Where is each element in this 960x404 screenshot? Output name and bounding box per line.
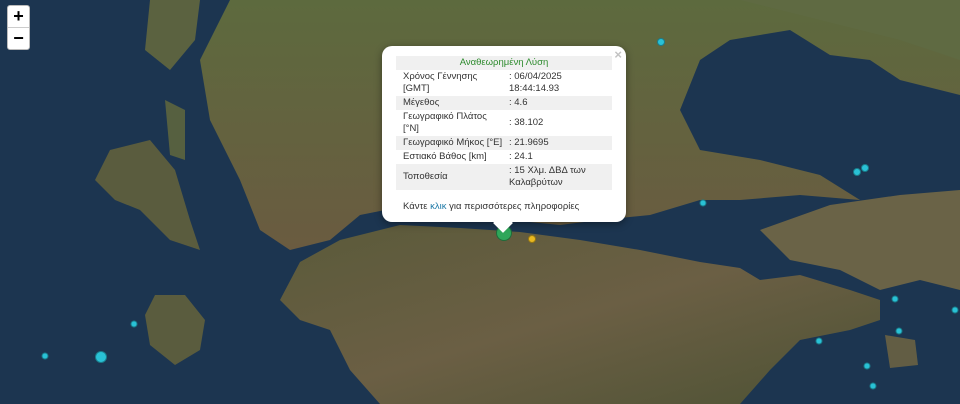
zoom-control: + − — [7, 5, 30, 50]
field-value: : 4.6 — [506, 96, 612, 110]
earthquake-marker[interactable] — [815, 337, 823, 345]
earthquake-marker[interactable] — [951, 306, 959, 314]
field-label: Μέγεθος — [396, 96, 506, 110]
popup-header: Αναθεωρημένη Λύση — [396, 56, 612, 70]
more-suffix: για περισσότερες πληροφορίες — [446, 201, 580, 212]
peloponnese — [280, 225, 880, 404]
table-row: Χρόνος Γέννησης [GMT] : 06/04/2025 18:44:… — [396, 70, 612, 96]
more-info-link[interactable]: κλικ — [430, 201, 447, 212]
zakynthos — [145, 295, 205, 365]
field-label: Γεωγραφικό Πλάτος [°N] — [403, 111, 487, 134]
ithaca — [165, 100, 185, 160]
table-row: Τοποθεσία: 15 Χλμ. ΔΒΔ των Καλαβρύτων — [396, 164, 612, 190]
more-prefix: Κάντε — [403, 201, 431, 212]
field-value: : 24.1 — [509, 151, 533, 162]
field-value: : 15 Χλμ. ΔΒΔ των Καλαβρύτων — [506, 164, 612, 190]
field-value: : 21.9695 — [506, 136, 612, 150]
earthquake-marker[interactable] — [657, 38, 665, 46]
earthquake-marker[interactable] — [869, 382, 877, 390]
earthquake-marker[interactable] — [863, 362, 871, 370]
lefkada — [145, 0, 200, 70]
earthquake-marker[interactable] — [95, 351, 107, 363]
field-label: Εστιακό Βάθος [km] — [403, 151, 487, 162]
more-info-text: Κάντε κλικ για περισσότερες πληροφορίες — [403, 201, 579, 212]
zoom-out-button[interactable]: − — [8, 27, 29, 49]
event-details-table: Αναθεωρημένη Λύση Χρόνος Γέννησης [GMT]:… — [396, 56, 612, 190]
euboea — [740, 0, 960, 60]
attica — [760, 190, 960, 290]
close-icon[interactable]: × — [614, 47, 622, 62]
earthquake-marker[interactable] — [891, 295, 899, 303]
earthquake-marker[interactable] — [895, 327, 903, 335]
table-row: Γεωγραφικό Μήκος [°E]: 21.9695 — [396, 136, 612, 150]
earthquake-marker[interactable] — [41, 352, 49, 360]
earthquake-marker[interactable] — [699, 199, 707, 207]
table-row: Γεωγραφικό Πλάτος [°N] : 38.102 — [396, 110, 612, 136]
field-label: Χρόνος Γέννησης [GMT] — [403, 71, 478, 94]
earthquake-marker[interactable] — [528, 235, 536, 243]
table-row: Μέγεθος: 4.6 — [396, 96, 612, 110]
field-value: : 06/04/2025 18:44:14.93 — [509, 71, 562, 94]
earthquake-marker[interactable] — [861, 164, 869, 172]
field-value: : 38.102 — [509, 117, 544, 128]
aegina — [885, 335, 918, 368]
earthquake-marker[interactable] — [130, 320, 138, 328]
zoom-in-button[interactable]: + — [13, 6, 24, 26]
field-label: Τοποθεσία — [396, 164, 506, 190]
kefalonia — [95, 140, 200, 250]
field-label: Γεωγραφικό Μήκος [°E] — [396, 136, 506, 150]
earthquake-marker[interactable] — [853, 168, 861, 176]
earthquake-popup: × Αναθεωρημένη Λύση Χρόνος Γέννησης [GMT… — [382, 46, 626, 233]
table-row: Εστιακό Βάθος [km] : 24.1 — [396, 150, 612, 164]
